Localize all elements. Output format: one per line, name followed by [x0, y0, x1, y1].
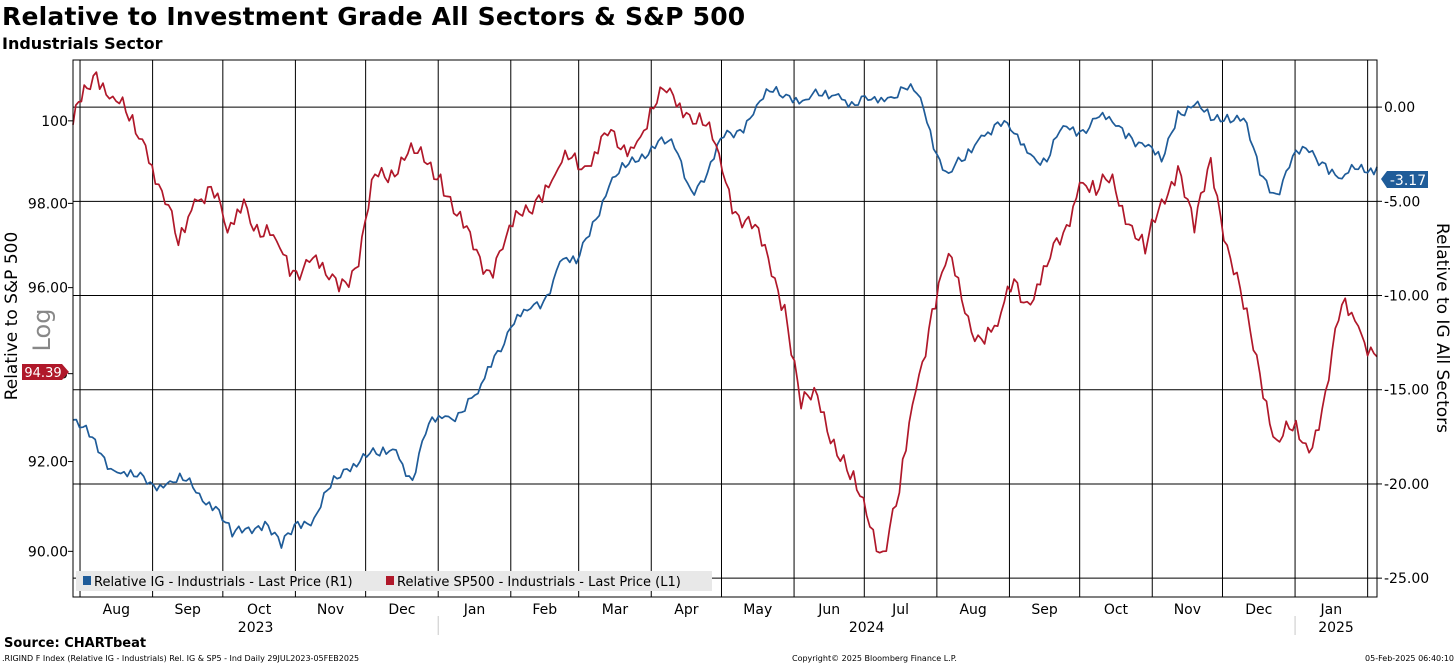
- x-month-label: Aug: [103, 602, 130, 618]
- right-tick-label: -25.00: [1384, 571, 1429, 587]
- series-layer: [72, 71, 1378, 554]
- x-year-label: 2023: [238, 620, 274, 636]
- left-tick-label: 90.00: [28, 544, 68, 560]
- right-tick-label: -10.00: [1384, 289, 1429, 305]
- footer-copyright: Copyright© 2025 Bloomberg Finance L.P.: [792, 654, 957, 663]
- x-month-label: Feb: [532, 602, 557, 618]
- left-axis-label: Relative to S&P 500: [2, 232, 22, 401]
- x-month-label: Jan: [463, 602, 486, 618]
- chart-subtitle: Industrials Sector: [2, 34, 163, 53]
- footer-security-info: .RIGIND F Index (Relative IG - Industria…: [2, 654, 360, 663]
- x-month-label: Oct: [1104, 602, 1129, 618]
- left-tick-label: 92.00: [28, 455, 68, 471]
- x-month-label: Dec: [1245, 602, 1272, 618]
- x-month-label: Nov: [317, 602, 344, 618]
- right-tick-label: 0.00: [1384, 100, 1415, 116]
- x-month-label: Sep: [1031, 602, 1058, 618]
- x-year-label: 2025: [1318, 620, 1354, 636]
- left-tick-label: 98.00: [28, 196, 68, 212]
- legend: Relative IG - Industrials - Last Price (…: [76, 571, 712, 591]
- x-year-label: 2024: [849, 620, 885, 636]
- x-month-label: Nov: [1174, 602, 1201, 618]
- legend-label-sp500: Relative SP500 - Industrials - Last Pric…: [397, 575, 681, 590]
- x-month-label: Aug: [959, 602, 986, 618]
- x-month-label: Sep: [175, 602, 202, 618]
- x-month-label: Mar: [602, 602, 629, 618]
- right-tick-label: -15.00: [1384, 383, 1429, 399]
- legend-swatch-ig: [83, 576, 91, 585]
- x-month-label: Dec: [388, 602, 415, 618]
- left-tick-label: 100: [41, 114, 68, 130]
- left-tick-label: 96.00: [28, 281, 68, 297]
- source-note: Source: CHARTbeat: [4, 636, 147, 651]
- plot-background: [73, 60, 1377, 597]
- legend-swatch-sp500: [386, 576, 394, 585]
- last-value-tag-sp500-shape: [22, 364, 69, 380]
- x-month-label: Jul: [891, 602, 909, 618]
- last-value-tag-sp500-text: 94.39: [24, 366, 61, 381]
- last-value-tag-ig-shape: [1381, 171, 1428, 188]
- left-axis-scale-note: Log: [28, 309, 56, 352]
- last-value-tag-ig-text: -3.17: [1390, 173, 1426, 189]
- x-month-label: Apr: [674, 602, 698, 618]
- right-tick-label: -5.00: [1384, 194, 1420, 210]
- x-month-label: Jan: [1320, 602, 1343, 618]
- legend-label-ig: Relative IG - Industrials - Last Price (…: [94, 575, 353, 590]
- x-month-label: Oct: [247, 602, 272, 618]
- right-tick-label: -20.00: [1384, 477, 1429, 493]
- right-axis-label: Relative to IG All Sectors: [1432, 223, 1452, 433]
- series-line-ig: [72, 83, 1378, 549]
- x-month-label: Jun: [817, 602, 840, 618]
- chart-title: Relative to Investment Grade All Sectors…: [2, 2, 746, 31]
- last-value-tag-sp500: 94.39: [22, 364, 69, 381]
- footer-timestamp: 05-Feb-2025 06:40:10: [1365, 654, 1454, 663]
- last-value-tag-ig: -3.17: [1381, 171, 1428, 189]
- series-line-sp500: [72, 71, 1378, 554]
- x-month-label: May: [743, 602, 772, 618]
